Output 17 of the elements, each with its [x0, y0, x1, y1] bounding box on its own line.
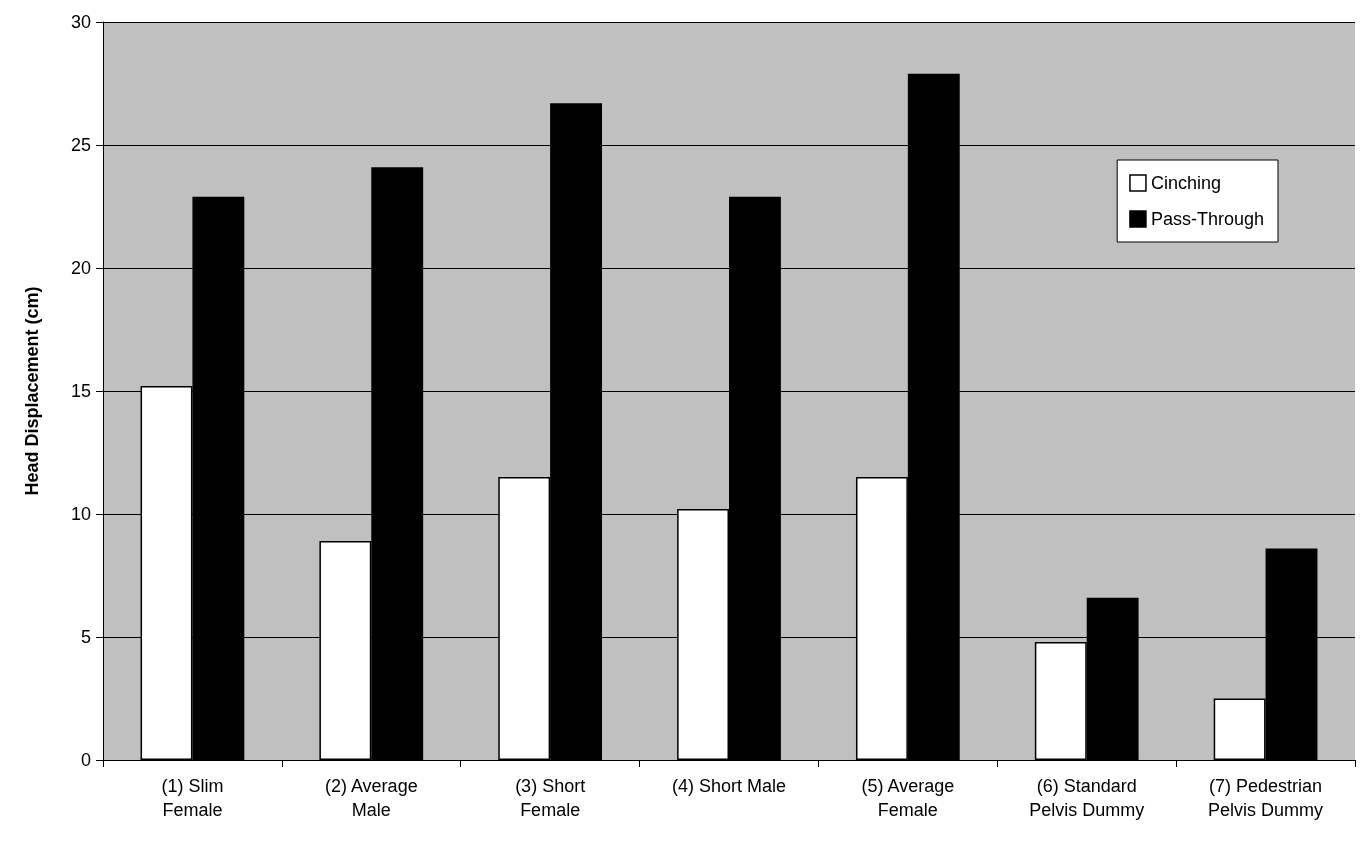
legend-label: Pass-Through: [1150, 209, 1265, 229]
x-tick-label: (7) Pedestrian Pelvis Dummy: [1208, 776, 1324, 820]
y-tick-label: 20: [70, 258, 91, 278]
y-tick-label: 10: [70, 504, 91, 524]
legend-label: Cinching: [1150, 173, 1221, 193]
y-tick-label: 15: [70, 381, 91, 401]
x-tick-label: (6) Standard Pelvis Dummy: [1029, 776, 1145, 820]
x-tick-label: (3) Short Female: [515, 776, 586, 820]
x-tick-label: (1) Slim Female: [161, 776, 224, 820]
y-tick-label: 0: [80, 750, 91, 770]
y-tick-label: 25: [70, 135, 91, 155]
x-tick-label: (5) Average Female: [861, 776, 955, 820]
x-tick-label: (2) Average Male: [324, 776, 418, 820]
y-tick-label: 5: [80, 627, 91, 647]
y-tick-label: 30: [70, 12, 91, 32]
x-tick-label: (4) Short Male: [671, 776, 787, 796]
y-axis-title: Head Displacement (cm): [22, 286, 42, 496]
